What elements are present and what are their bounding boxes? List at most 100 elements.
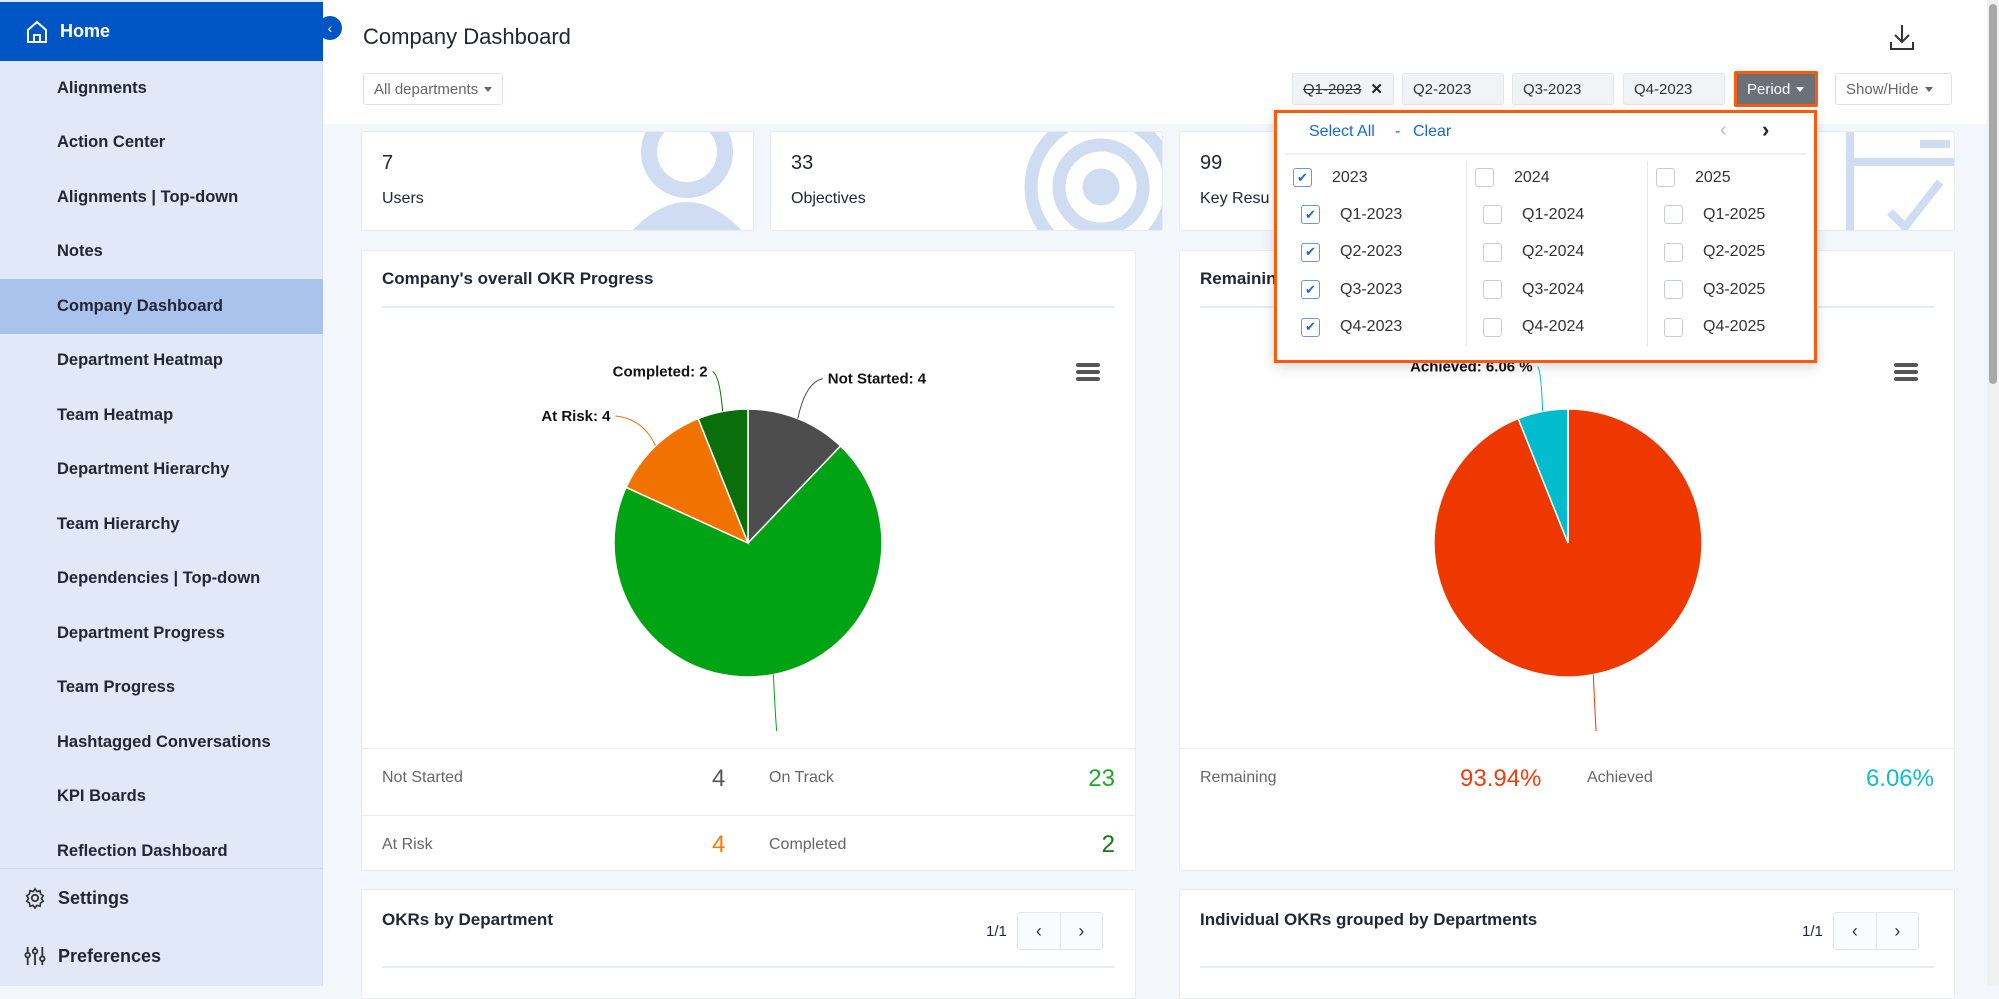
pie-slice-completed[interactable]: [697, 408, 749, 544]
show-hide-dropdown[interactable]: Show/Hide: [1835, 73, 1952, 105]
checkbox[interactable]: ✔: [1293, 168, 1312, 187]
checkbox[interactable]: [1475, 168, 1494, 187]
next-page-button[interactable]: ›: [1059, 913, 1102, 949]
checkbox[interactable]: ✔: [1301, 280, 1320, 299]
checkbox[interactable]: [1483, 317, 1502, 337]
pie-slice-not-started[interactable]: [747, 408, 842, 545]
prev-page-button[interactable]: ‹: [1851, 920, 1858, 941]
prev-page-button[interactable]: ‹: [1035, 920, 1042, 941]
quarter-checkbox[interactable]: Q2-2024: [1483, 242, 1584, 262]
quarter-checkbox[interactable]: Q3-2025: [1664, 280, 1765, 299]
label-connector: [1537, 366, 1544, 412]
remaining-pie: Remaining: 93.94 %Achieved: 6.06 %: [1410, 358, 1703, 731]
sidebar-item[interactable]: Notes: [57, 242, 103, 261]
checkbox[interactable]: [1664, 280, 1683, 299]
sidebar-item-preferences[interactable]: Preferences: [0, 927, 323, 985]
page-indicator: 1/1: [986, 922, 1007, 940]
sidebar-item[interactable]: Department Hierarchy: [57, 460, 230, 479]
sidebar-item[interactable]: Team Progress: [57, 678, 175, 697]
checkbox[interactable]: ✔: [1301, 317, 1320, 337]
next-years-button[interactable]: ›: [1762, 117, 1770, 142]
checkbox-label: 2023: [1332, 168, 1368, 186]
clear-link[interactable]: Clear: [1413, 123, 1452, 140]
sidebar-item[interactable]: Department Progress: [57, 623, 225, 642]
chip-q3-2023[interactable]: Q3-2023: [1512, 73, 1614, 105]
checkbox[interactable]: [1483, 205, 1502, 224]
legend-label: Remaining: [1200, 769, 1277, 786]
quarter-checkbox[interactable]: ✔ Q3-2023: [1301, 280, 1402, 299]
checkbox[interactable]: ✔: [1301, 242, 1320, 262]
sidebar-item[interactable]: Team Heatmap: [57, 405, 174, 424]
sidebar-item[interactable]: Team Hierarchy: [57, 514, 180, 533]
sidebar-item[interactable]: Action Center: [57, 133, 166, 152]
card-title: Remaining: [1200, 269, 1287, 288]
quarter-checkbox[interactable]: ✔ Q2-2023: [1301, 242, 1402, 262]
year-checkbox[interactable]: ✔ 2023: [1293, 168, 1368, 187]
checkbox-label: 2024: [1514, 168, 1550, 186]
checkbox[interactable]: [1483, 242, 1502, 262]
prev-years-button[interactable]: ‹: [1720, 119, 1727, 141]
checkbox-label: Q1-2024: [1522, 205, 1585, 223]
stat-value: 99: [1200, 152, 1223, 174]
chip-q1-2023[interactable]: Q1-2023 ✕: [1292, 73, 1394, 105]
year-checkbox[interactable]: 2024: [1475, 168, 1550, 187]
sidebar-item[interactable]: Hashtagged Conversations: [57, 732, 271, 751]
year-checkbox[interactable]: 2025: [1656, 168, 1731, 187]
quarter-checkbox[interactable]: Q3-2024: [1483, 280, 1584, 299]
sliders-icon: [24, 946, 46, 966]
checkbox[interactable]: [1483, 280, 1502, 299]
legend-value: 4: [712, 765, 726, 792]
sidebar: Home Alignments Action Center Alignments |…: [0, 0, 323, 986]
scrollbar[interactable]: [1987, 0, 1999, 986]
pie-slice-achieved[interactable]: [1517, 408, 1569, 544]
sidebar-item-settings[interactable]: Settings: [0, 869, 323, 927]
select-all-link[interactable]: Select All: [1309, 123, 1375, 140]
quarter-checkbox[interactable]: Q1-2025: [1664, 205, 1765, 224]
quarter-checkbox[interactable]: Q1-2024: [1483, 205, 1584, 224]
period-label: Period: [1747, 80, 1791, 98]
sidebar-item[interactable]: Dependencies | Top-down: [57, 569, 261, 588]
chip-q4-2023[interactable]: Q4-2023: [1623, 73, 1725, 105]
label-connector: [1592, 674, 1597, 731]
quarter-checkbox[interactable]: Q4-2024: [1483, 317, 1584, 337]
next-page-button[interactable]: ›: [1875, 913, 1918, 949]
chip-q2-2023[interactable]: Q2-2023: [1402, 73, 1504, 105]
card-title: OKRs by Department: [382, 910, 553, 929]
page-indicator: 1/1: [1802, 922, 1823, 940]
quarter-checkbox[interactable]: Q4-2025: [1664, 317, 1765, 337]
checkbox[interactable]: [1664, 205, 1683, 224]
checkbox-label: 2025: [1695, 168, 1731, 186]
legend-value: 4: [712, 831, 726, 858]
quarter-checkbox[interactable]: ✔ Q4-2023: [1301, 317, 1402, 337]
sidebar-item[interactable]: KPI Boards: [57, 787, 146, 806]
checkbox[interactable]: [1664, 242, 1683, 262]
sidebar-item[interactable]: Reflection Dashboard: [57, 841, 228, 860]
chart-menu-icon[interactable]: [1894, 363, 1918, 383]
sidebar-item[interactable]: Alignments | Top-down: [57, 187, 239, 206]
download-icon[interactable]: [1885, 20, 1919, 54]
pie-slice-on-track[interactable]: [613, 444, 883, 678]
department-filter-dropdown[interactable]: All departments: [363, 73, 504, 105]
stat-label: Key Resu: [1200, 190, 1270, 207]
sidebar-item-home[interactable]: Home: [0, 2, 323, 61]
caret-down-icon: [1924, 86, 1933, 92]
collapse-sidebar-button[interactable]: ‹: [318, 16, 342, 40]
chip-label: Q2-2023: [1413, 80, 1472, 98]
checkbox[interactable]: ✔: [1301, 205, 1320, 224]
checkbox[interactable]: [1656, 168, 1675, 187]
sidebar-nav: Alignments Action Center Alignments | Top-…: [0, 61, 323, 868]
pie-slice-at-risk[interactable]: [625, 417, 750, 545]
quarter-checkbox[interactable]: Q2-2025: [1664, 242, 1765, 262]
stat-label: Users: [382, 190, 424, 207]
quarter-checkbox[interactable]: ✔ Q1-2023: [1301, 205, 1402, 224]
sidebar-item[interactable]: Department Heatmap: [57, 351, 223, 370]
period-dropdown-button[interactable]: Period: [1734, 71, 1818, 107]
legend-value: 93.94%: [1460, 765, 1542, 792]
checkbox[interactable]: [1664, 317, 1683, 337]
close-icon[interactable]: ✕: [1370, 81, 1383, 98]
caret-down-icon: [484, 86, 493, 92]
sidebar-item[interactable]: Company Dashboard: [0, 279, 323, 334]
label-connector: [772, 674, 778, 731]
chart-menu-icon[interactable]: [1076, 363, 1100, 383]
sidebar-item[interactable]: Alignments: [57, 78, 147, 97]
